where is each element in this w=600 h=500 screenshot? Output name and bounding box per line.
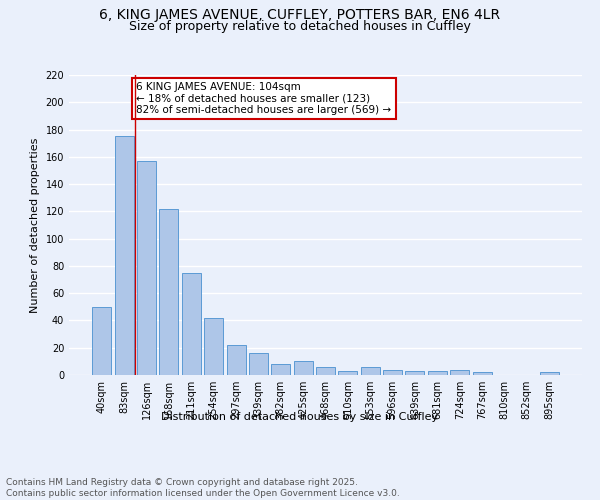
Bar: [316, 367, 335, 375]
Bar: [338, 371, 358, 375]
Bar: [428, 371, 447, 375]
Bar: [539, 372, 559, 375]
Y-axis label: Number of detached properties: Number of detached properties: [30, 138, 40, 312]
Text: 6, KING JAMES AVENUE, CUFFLEY, POTTERS BAR, EN6 4LR: 6, KING JAMES AVENUE, CUFFLEY, POTTERS B…: [100, 8, 500, 22]
Bar: [383, 370, 402, 375]
Bar: [293, 362, 313, 375]
Bar: [160, 208, 178, 375]
Bar: [271, 364, 290, 375]
Bar: [406, 371, 424, 375]
Text: Contains HM Land Registry data © Crown copyright and database right 2025.
Contai: Contains HM Land Registry data © Crown c…: [6, 478, 400, 498]
Bar: [227, 345, 245, 375]
Bar: [361, 367, 380, 375]
Bar: [182, 272, 201, 375]
Bar: [473, 372, 491, 375]
Bar: [249, 353, 268, 375]
Text: Size of property relative to detached houses in Cuffley: Size of property relative to detached ho…: [129, 20, 471, 33]
Bar: [204, 318, 223, 375]
Bar: [450, 370, 469, 375]
Text: Distribution of detached houses by size in Cuffley: Distribution of detached houses by size …: [161, 412, 439, 422]
Bar: [137, 161, 156, 375]
Bar: [115, 136, 134, 375]
Text: 6 KING JAMES AVENUE: 104sqm
← 18% of detached houses are smaller (123)
82% of se: 6 KING JAMES AVENUE: 104sqm ← 18% of det…: [136, 82, 392, 115]
Bar: [92, 307, 112, 375]
